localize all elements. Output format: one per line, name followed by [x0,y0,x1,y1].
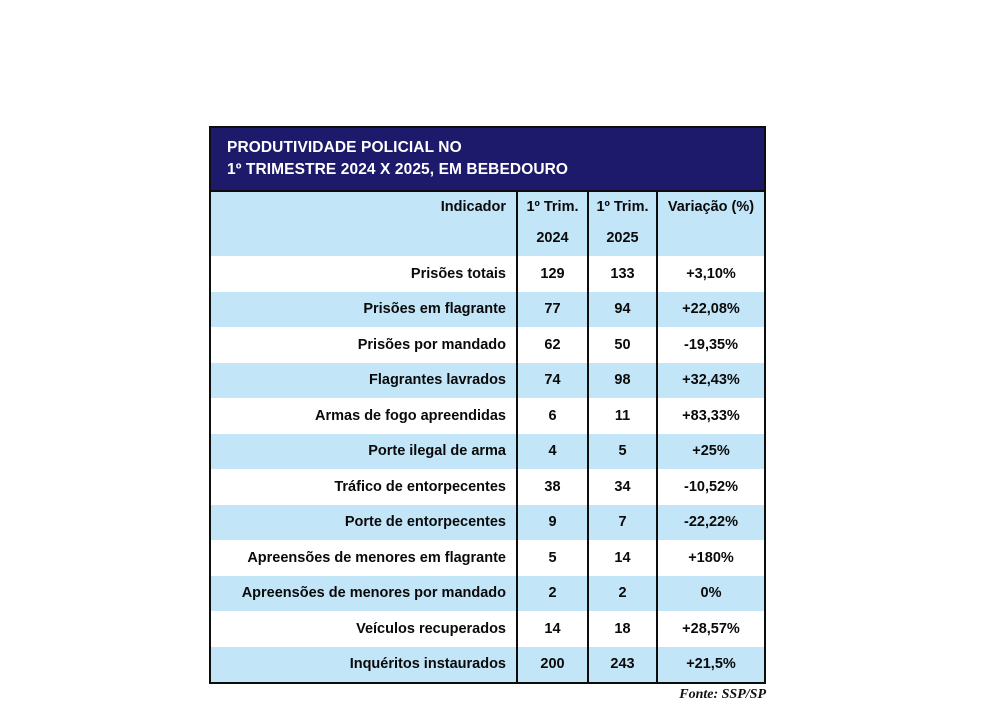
cell-variation: -10,52% [656,469,764,505]
cell-variation: +83,33% [656,398,764,434]
cell-variation: +21,5% [656,646,764,682]
cell-2024: 129 [516,256,588,292]
cell-2025: 98 [587,362,657,398]
source-note: Fonte: SSP/SP [679,687,766,702]
table-title-line2: 1º TRIMESTRE 2024 X 2025, EM BEBEDOURO [227,161,569,178]
cell-indicator: Flagrantes lavrados [369,372,506,389]
cell-indicator: Prisões em flagrante [363,301,506,318]
cell-indicator: Armas de fogo apreendidas [315,407,506,424]
table-title: PRODUTIVIDADE POLICIAL NO 1º TRIMESTRE 2… [211,128,764,192]
cell-2025: 94 [587,291,657,327]
table-row: Armas de fogo apreendidas 6 11 +83,33% [211,398,764,434]
cell-indicator: Apreensões de menores em flagrante [247,549,506,566]
table-row: Prisões totais 129 133 +3,10% [211,256,764,292]
cell-indicator: Inquéritos instaurados [349,656,506,673]
cell-2024: 38 [516,469,588,505]
table-row: Porte de entorpecentes 9 7 -22,22% [211,504,764,540]
cell-2024: 77 [516,291,588,327]
cell-variation: +3,10% [656,256,764,292]
cell-2025: 18 [587,611,657,647]
cell-2025: 5 [587,433,657,469]
cell-2024: 4 [516,433,588,469]
cell-variation: 0% [656,575,764,611]
cell-indicator: Prisões totais [410,265,506,282]
table-row: Prisões em flagrante 77 94 +22,08% [211,291,764,327]
cell-2024: 2 [516,575,588,611]
cell-variation: -22,22% [656,504,764,540]
cell-2024: 14 [516,611,588,647]
table-row: Apreensões de menores em flagrante 5 14 … [211,540,764,576]
cell-indicator: Porte ilegal de arma [368,443,506,460]
cell-indicator: Veículos recuperados [356,620,506,637]
cell-indicator: Porte de entorpecentes [344,514,506,531]
table-row: Apreensões de menores por mandado 2 2 0% [211,575,764,611]
cell-variation: +22,08% [656,291,764,327]
cell-2025: 133 [587,256,657,292]
cell-variation: +180% [656,540,764,576]
col-header-variation: Variação (%) [656,192,764,256]
cell-2025: 14 [587,540,657,576]
table-row: Veículos recuperados 14 18 +28,57% [211,611,764,647]
cell-2025: 34 [587,469,657,505]
cell-2024: 62 [516,327,588,363]
cell-2025: 11 [587,398,657,434]
cell-2024: 9 [516,504,588,540]
cell-2024: 5 [516,540,588,576]
header-row: Indicador 1º Trim. 2024 1º Trim. 2025 Va… [211,192,764,256]
cell-variation: +32,43% [656,362,764,398]
cell-2024: 200 [516,646,588,682]
cell-indicator: Prisões por mandado [357,336,506,353]
col-header-indicator: Indicador [440,199,506,215]
cell-variation: +25% [656,433,764,469]
cell-indicator: Tráfico de entorpecentes [334,478,506,495]
cell-2025: 7 [587,504,657,540]
table-row: Inquéritos instaurados 200 243 +21,5% [211,646,764,682]
col-header-2024: 1º Trim. 2024 [516,192,588,256]
col-header-2025: 1º Trim. 2025 [587,192,657,256]
table-row: Tráfico de entorpecentes 38 34 -10,52% [211,469,764,505]
cell-2024: 6 [516,398,588,434]
productivity-table-panel: PRODUTIVIDADE POLICIAL NO 1º TRIMESTRE 2… [209,126,766,684]
cell-variation: -19,35% [656,327,764,363]
cell-indicator: Apreensões de menores por mandado [241,585,506,602]
productivity-table: Indicador 1º Trim. 2024 1º Trim. 2025 Va… [211,192,764,682]
table-row: Porte ilegal de arma 4 5 +25% [211,433,764,469]
table-title-line1: PRODUTIVIDADE POLICIAL NO [227,139,462,156]
cell-2025: 50 [587,327,657,363]
table-row: Prisões por mandado 62 50 -19,35% [211,327,764,363]
cell-2024: 74 [516,362,588,398]
cell-2025: 243 [587,646,657,682]
table-row: Flagrantes lavrados 74 98 +32,43% [211,362,764,398]
cell-variation: +28,57% [656,611,764,647]
cell-2025: 2 [587,575,657,611]
